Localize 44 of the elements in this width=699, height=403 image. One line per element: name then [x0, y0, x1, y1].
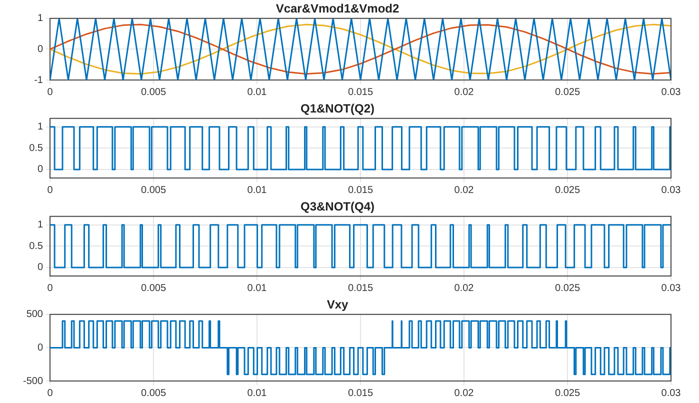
x-tick-label: 0: [47, 86, 54, 98]
x-tick-label: 0: [47, 282, 54, 294]
y-tick-label: -1: [34, 74, 44, 86]
x-tick-label: 0.005: [140, 388, 166, 399]
y-tick-label: 0.5: [29, 142, 44, 154]
x-tick-label: 0.005: [140, 282, 166, 294]
x-tick-label: 0.01: [247, 282, 268, 294]
x-tick-label: 0.015: [348, 282, 374, 294]
chart-title: Vxy: [326, 298, 348, 312]
x-tick-label: 0.005: [140, 86, 166, 98]
x-tick-label: 0: [47, 184, 54, 196]
x-tick-label: 0.01: [247, 86, 268, 98]
y-tick-label: 0: [37, 262, 44, 274]
x-tick-label: 0.015: [348, 86, 374, 98]
x-tick-label: 0.025: [554, 184, 580, 196]
y-tick-label: 0: [37, 44, 44, 55]
x-tick-label: 0.01: [247, 184, 268, 196]
y-tick-label: 0: [37, 342, 44, 354]
x-tick-label: 0.03: [661, 184, 682, 196]
x-tick-label: 0.025: [554, 388, 580, 399]
chart-title: Q1&NOT(Q2): [300, 102, 375, 116]
y-tick-label: 1: [37, 220, 44, 231]
x-tick-label: 0.01: [247, 388, 268, 399]
x-tick-label: 0: [47, 388, 54, 399]
y-tick-label: 1: [37, 122, 44, 133]
y-tick-label: 0.5: [29, 240, 44, 252]
x-tick-label: 0.025: [554, 86, 580, 98]
chart-title: Q3&NOT(Q4): [300, 200, 375, 214]
y-tick-label: 1: [37, 13, 44, 24]
x-tick-label: 0.02: [454, 282, 474, 294]
x-tick-label: 0.015: [348, 184, 374, 196]
x-tick-label: 0.03: [661, 86, 682, 98]
x-tick-label: 0.03: [661, 282, 682, 294]
x-tick-label: 0.025: [554, 282, 580, 294]
x-tick-label: 0.03: [661, 388, 682, 399]
y-tick-label: -500: [22, 376, 44, 387]
y-tick-label: 500: [26, 309, 44, 320]
x-tick-label: 0.02: [454, 86, 474, 98]
x-tick-label: 0.005: [140, 184, 166, 196]
y-tick-label: 0: [37, 164, 44, 176]
chart-title: Vcar&Vmod1&Vmod2: [276, 2, 400, 16]
x-tick-label: 0.015: [348, 388, 374, 399]
x-tick-label: 0.02: [454, 184, 474, 196]
x-tick-label: 0.02: [454, 388, 474, 399]
